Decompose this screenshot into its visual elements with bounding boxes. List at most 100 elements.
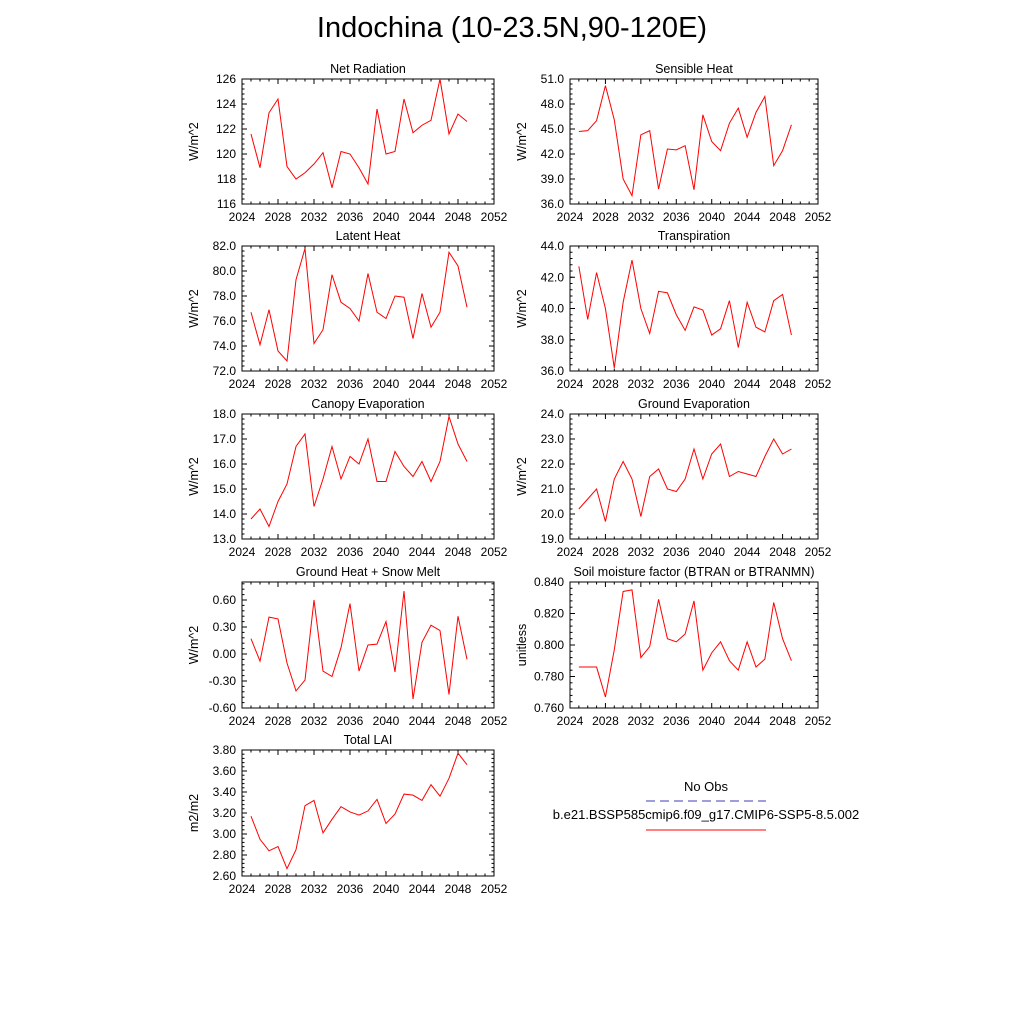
canopy-evaporation-xtick-label: 2036 [337, 545, 364, 559]
soil-moisture-factor-btran-or-btranmn-xtick-label: 2024 [557, 714, 584, 728]
transpiration-ytick-label: 36.0 [541, 364, 565, 378]
soil-moisture-factor-btran-or-btranmn-ytick-label: 0.820 [534, 607, 564, 621]
latent-heat-ylabel: W/m^2 [187, 289, 201, 328]
ground-heat-snow-melt-ytick-label: -0.60 [209, 701, 237, 715]
net-radiation-series-line [250, 78, 468, 188]
ground-heat-snow-melt-ytick-label: -0.30 [209, 674, 237, 688]
soil-moisture-factor-btran-or-btranmn-ylabel: unitless [515, 624, 529, 666]
sensible-heat-ytick-label: 39.0 [541, 172, 565, 186]
net-radiation-plot-frame [241, 78, 495, 205]
ground-evaporation-xtick-label: 2036 [663, 545, 690, 559]
latent-heat-plot-frame [241, 245, 495, 372]
ground-evaporation-xtick-label: 2040 [698, 545, 725, 559]
transpiration-ytick-label: 38.0 [541, 333, 565, 347]
sensible-heat-xtick-label: 2048 [769, 210, 796, 224]
sensible-heat-xtick-label: 2036 [663, 210, 690, 224]
ground-evaporation-xtick-label: 2044 [734, 545, 761, 559]
canopy-evaporation-ytick-label: 15.0 [213, 482, 237, 496]
sensible-heat-ylabel: W/m^2 [515, 122, 529, 161]
sensible-heat-ytick-label: 42.0 [541, 147, 565, 161]
transpiration-plot-frame [569, 245, 819, 372]
transpiration-ytick-label: 44.0 [541, 239, 565, 253]
latent-heat-ytick-label: 76.0 [213, 314, 237, 328]
latent-heat-xtick-label: 2040 [373, 377, 400, 391]
soil-moisture-factor-btran-or-btranmn-ytick-label: 0.780 [534, 670, 564, 684]
ground-evaporation-ytick-label: 21.0 [541, 482, 565, 496]
net-radiation-xtick-label: 2028 [265, 210, 292, 224]
sensible-heat-xtick-label: 2028 [592, 210, 619, 224]
sensible-heat-ytick-label: 48.0 [541, 97, 565, 111]
transpiration-series-line [578, 259, 792, 368]
sensible-heat-ytick-label: 36.0 [541, 197, 565, 211]
sensible-heat-ytick-label: 51.0 [541, 72, 565, 86]
canopy-evaporation-ylabel: W/m^2 [187, 457, 201, 496]
soil-moisture-factor-btran-or-btranmn-ytick-label: 0.800 [534, 638, 564, 652]
latent-heat-xtick-label: 2024 [229, 377, 256, 391]
ground-heat-snow-melt-ylabel: W/m^2 [187, 626, 201, 665]
net-radiation-xtick-label: 2052 [481, 210, 508, 224]
ground-evaporation-title: Ground Evaporation [638, 397, 750, 411]
sensible-heat-ytick-label: 45.0 [541, 122, 565, 136]
soil-moisture-factor-btran-or-btranmn-xtick-label: 2032 [628, 714, 655, 728]
latent-heat-ytick-label: 74.0 [213, 339, 237, 353]
net-radiation-ytick-label: 118 [217, 172, 236, 186]
total-lai-ytick-label: 3.00 [213, 827, 237, 841]
canopy-evaporation-ytick-label: 18.0 [213, 407, 237, 421]
soil-moisture-factor-btran-or-btranmn-series-line [578, 589, 792, 698]
soil-moisture-factor-btran-or-btranmn-xtick-label: 2052 [805, 714, 832, 728]
transpiration-xtick-label: 2052 [805, 377, 832, 391]
ground-heat-snow-melt-xtick-label: 2036 [337, 714, 364, 728]
soil-moisture-factor-btran-or-btranmn-xtick-label: 2040 [698, 714, 725, 728]
transpiration-title: Transpiration [658, 229, 731, 243]
canopy-evaporation-xtick-label: 2028 [265, 545, 292, 559]
canopy-evaporation-ytick-label: 16.0 [213, 457, 237, 471]
net-radiation-ytick-label: 120 [216, 147, 236, 161]
transpiration-xtick-label: 2032 [628, 377, 655, 391]
latent-heat-ytick-label: 78.0 [213, 289, 237, 303]
soil-moisture-factor-btran-or-btranmn-title: Soil moisture factor (BTRAN or BTRANMN) [573, 565, 814, 579]
latent-heat-xtick-label: 2048 [445, 377, 472, 391]
ground-heat-snow-melt-ytick-label: 0.00 [213, 647, 237, 661]
ground-evaporation-ytick-label: 22.0 [541, 457, 565, 471]
sensible-heat-xtick-label: 2040 [698, 210, 725, 224]
total-lai-xtick-label: 2036 [337, 882, 364, 896]
net-radiation-xtick-label: 2048 [445, 210, 472, 224]
net-radiation-xtick-label: 2036 [337, 210, 364, 224]
transpiration-xtick-label: 2028 [592, 377, 619, 391]
ground-evaporation-ytick-label: 23.0 [541, 432, 565, 446]
ground-evaporation-ytick-label: 24.0 [541, 407, 565, 421]
total-lai-title: Total LAI [344, 733, 393, 747]
canopy-evaporation-xtick-label: 2044 [409, 545, 436, 559]
transpiration-xtick-label: 2040 [698, 377, 725, 391]
legend-label-no-obs: No Obs [683, 779, 729, 794]
transpiration-xtick-label: 2044 [734, 377, 761, 391]
sensible-heat-series-line [578, 85, 792, 198]
total-lai-xtick-label: 2052 [481, 882, 508, 896]
canopy-evaporation-ytick-label: 17.0 [213, 432, 237, 446]
soil-moisture-factor-btran-or-btranmn-xtick-label: 2036 [663, 714, 690, 728]
total-lai-ytick-label: 2.60 [213, 869, 237, 883]
ground-evaporation-ylabel: W/m^2 [515, 457, 529, 496]
total-lai-xtick-label: 2028 [265, 882, 292, 896]
net-radiation-title: Net Radiation [330, 62, 406, 76]
ground-heat-snow-melt-xtick-label: 2052 [481, 714, 508, 728]
total-lai-xtick-label: 2048 [445, 882, 472, 896]
sensible-heat-xtick-label: 2024 [557, 210, 584, 224]
latent-heat-ytick-label: 82.0 [213, 239, 237, 253]
total-lai-ytick-label: 2.80 [213, 848, 237, 862]
total-lai-ytick-label: 3.40 [213, 785, 237, 799]
ground-heat-snow-melt-xtick-label: 2040 [373, 714, 400, 728]
ground-heat-snow-melt-xtick-label: 2024 [229, 714, 256, 728]
ground-evaporation-series-line [578, 437, 792, 522]
canopy-evaporation-series-line [250, 414, 468, 528]
total-lai-ylabel: m2/m2 [187, 794, 201, 832]
canopy-evaporation-xtick-label: 2024 [229, 545, 256, 559]
canopy-evaporation-xtick-label: 2052 [481, 545, 508, 559]
ground-evaporation-xtick-label: 2048 [769, 545, 796, 559]
net-radiation-xtick-label: 2024 [229, 210, 256, 224]
total-lai-xtick-label: 2032 [301, 882, 328, 896]
ground-heat-snow-melt-xtick-label: 2044 [409, 714, 436, 728]
latent-heat-xtick-label: 2036 [337, 377, 364, 391]
latent-heat-ytick-label: 72.0 [213, 364, 237, 378]
total-lai-xtick-label: 2044 [409, 882, 436, 896]
